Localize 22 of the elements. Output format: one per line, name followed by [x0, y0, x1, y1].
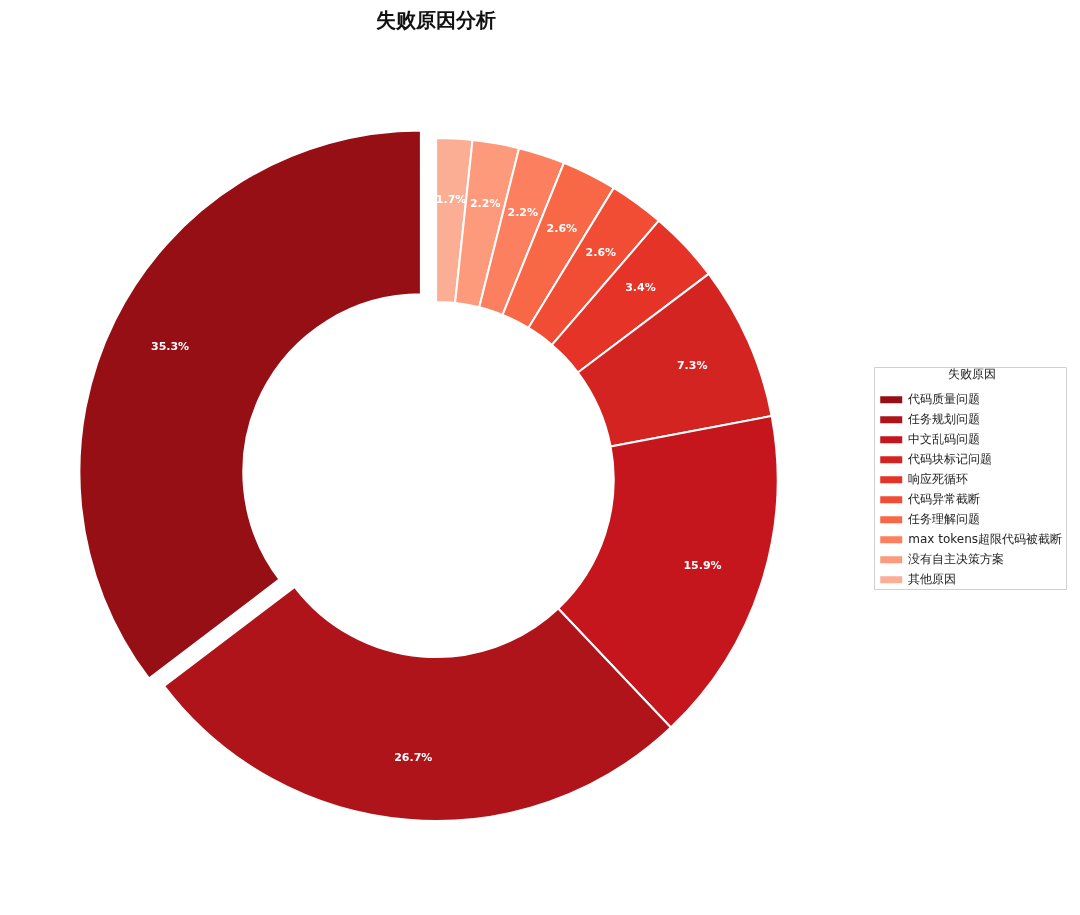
data-label: 15.9% — [683, 558, 722, 572]
legend-title: 失败原因 — [948, 367, 997, 382]
data-label: 1.7% — [435, 192, 467, 206]
data-label: 26.7% — [394, 751, 433, 765]
legend-label: 中文乱码问题 — [908, 431, 981, 446]
legend-label: 其他原因 — [908, 571, 957, 586]
legend-label: 任务理解问题 — [907, 511, 981, 526]
data-label: 7.3% — [676, 359, 708, 373]
legend-label: 代码异常截断 — [907, 491, 981, 506]
legend-label: max tokens超限代码被截断 — [908, 531, 1063, 546]
legend-label: 代码质量问题 — [907, 391, 981, 406]
legend-label: 任务规划问题 — [907, 411, 981, 426]
data-label: 3.4% — [625, 280, 656, 294]
data-label: 35.3% — [150, 340, 190, 354]
data-label: 2.6% — [585, 245, 617, 259]
legend-label: 代码块标记问题 — [907, 451, 993, 466]
chart-title: 失败原因分析 — [376, 8, 497, 33]
data-label: 2.2% — [507, 206, 538, 220]
data-label: 2.2% — [469, 196, 501, 210]
legend-label: 没有自主决策方案 — [908, 551, 1005, 566]
legend-label: 响应死循环 — [908, 471, 969, 486]
data-label: 2.6% — [546, 222, 578, 236]
